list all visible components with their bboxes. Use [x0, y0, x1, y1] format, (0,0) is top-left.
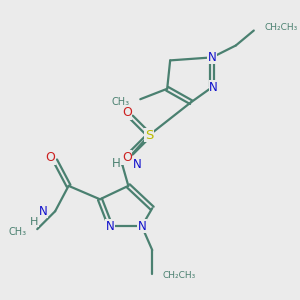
Text: CH₂CH₃: CH₂CH₃ — [264, 23, 298, 32]
Text: CH₂CH₃: CH₂CH₃ — [163, 271, 196, 280]
Text: H: H — [30, 217, 39, 227]
Text: N: N — [208, 51, 216, 64]
Text: O: O — [46, 151, 56, 164]
Text: S: S — [145, 129, 153, 142]
Text: N: N — [106, 220, 115, 233]
Text: N: N — [39, 205, 48, 218]
Text: H: H — [112, 157, 121, 170]
Text: N: N — [137, 220, 146, 233]
Text: N: N — [133, 158, 142, 171]
Text: O: O — [122, 151, 132, 164]
Text: O: O — [122, 106, 132, 119]
Text: CH₃: CH₃ — [9, 227, 27, 237]
Text: CH₃: CH₃ — [112, 97, 130, 107]
Text: N: N — [209, 81, 218, 94]
